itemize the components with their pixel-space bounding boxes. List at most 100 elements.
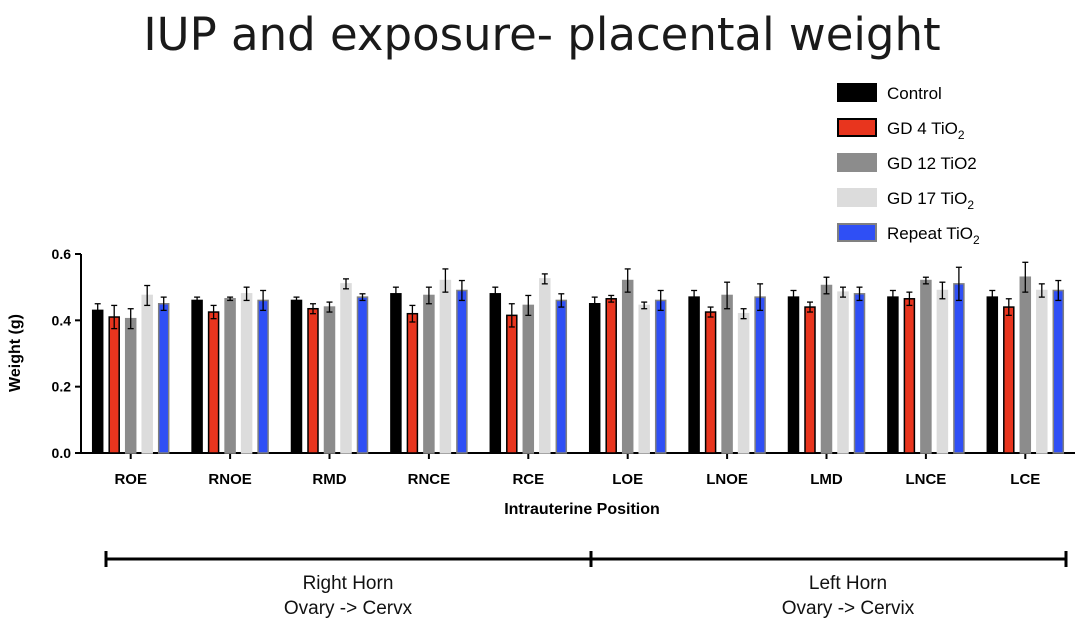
- error-bar: [260, 289, 267, 312]
- error-bar: [425, 286, 432, 305]
- bar: [390, 293, 402, 454]
- error-bar: [160, 296, 167, 312]
- legend-swatch: [837, 153, 877, 172]
- error-bar: [840, 286, 846, 298]
- legend-item: GD 4 TiO2: [837, 118, 965, 142]
- bar: [621, 279, 634, 454]
- error-bar: [740, 308, 747, 320]
- legend-label: Control: [887, 84, 942, 103]
- x-tick-label: RNCE: [408, 471, 451, 488]
- bar: [157, 303, 170, 454]
- error-bar: [724, 281, 731, 310]
- bar: [737, 312, 750, 454]
- error-bar: [94, 303, 101, 318]
- bar: [307, 307, 319, 454]
- plot-area: 0.0 0.2 0.4 0.6 ROE RNOE RMD RNCE RCE LOE LNOE LMD L…: [52, 246, 1075, 488]
- error-bar: [243, 286, 250, 302]
- bar: [1003, 306, 1015, 454]
- bar: [191, 299, 203, 454]
- error-bar: [293, 296, 300, 305]
- bar: [224, 298, 236, 454]
- error-bar: [641, 301, 648, 310]
- bar: [605, 298, 617, 454]
- error-bar: [343, 278, 349, 290]
- horn-annotation: Right Horn Ovary -> Cervx Left Horn Ovar…: [104, 551, 1068, 619]
- error-bar: [955, 266, 962, 302]
- legend-swatch: [837, 223, 877, 242]
- error-bar: [823, 276, 830, 295]
- bar: [439, 279, 452, 454]
- bar: [555, 299, 568, 454]
- legend-swatch: [837, 83, 877, 102]
- x-tick-label: LMD: [810, 471, 843, 488]
- y-tick-label: 0.6: [52, 246, 72, 262]
- chart-title: IUP and exposure- placental weight: [143, 8, 940, 61]
- error-bar: [691, 289, 698, 305]
- bar: [754, 296, 766, 454]
- bar: [953, 283, 965, 454]
- x-tick-label: LNOE: [706, 471, 748, 488]
- error-bar: [144, 284, 151, 307]
- legend-item: GD 17 TiO2: [837, 188, 974, 212]
- error-bar: [989, 289, 996, 305]
- bar: [853, 293, 866, 454]
- bar: [340, 283, 352, 454]
- bar: [887, 296, 899, 454]
- error-bar: [1005, 298, 1012, 317]
- error-bar: [442, 268, 449, 293]
- error-bar: [707, 306, 714, 318]
- error-bar: [624, 268, 631, 293]
- error-bar: [807, 301, 813, 313]
- bar: [207, 311, 220, 454]
- error-bar: [541, 273, 548, 285]
- bar: [1036, 289, 1048, 454]
- x-tick-label: RCE: [512, 471, 544, 488]
- bar: [588, 303, 601, 454]
- x-tick-label: ROE: [114, 471, 147, 488]
- error-bar: [127, 308, 134, 330]
- x-tick-label: LCE: [1010, 471, 1040, 488]
- bar: [936, 289, 949, 454]
- bar: [1052, 289, 1065, 454]
- legend-label: GD 17 TiO2: [887, 189, 974, 212]
- x-tick-label: LNCE: [905, 471, 946, 488]
- error-bar: [492, 286, 499, 302]
- bar: [91, 309, 104, 454]
- bar: [787, 296, 800, 454]
- legend-item: GD 12 TiO2: [837, 153, 977, 173]
- x-axis-label: Intrauterine Position: [504, 501, 660, 518]
- legend-item: Repeat TiO2: [837, 223, 980, 247]
- error-bar: [790, 289, 797, 305]
- error-bar: [906, 291, 913, 307]
- legend-label: GD 12 TiO2: [887, 154, 977, 173]
- error-bar: [558, 293, 565, 308]
- error-bar: [227, 296, 234, 302]
- error-bar: [757, 283, 764, 312]
- bar: [406, 312, 419, 454]
- bar: [721, 294, 733, 454]
- legend-label: GD 4 TiO2: [887, 119, 965, 142]
- legend-swatch: [837, 118, 877, 137]
- legend-swatch: [837, 188, 877, 207]
- error-bar: [591, 296, 598, 312]
- error-bar: [1038, 283, 1045, 298]
- bar: [489, 293, 502, 454]
- bar: [257, 299, 269, 454]
- error-bar: [1055, 279, 1062, 302]
- y-tick-label: 0.2: [52, 379, 72, 395]
- bar: [506, 314, 518, 454]
- bar: [323, 306, 336, 454]
- bar: [920, 279, 932, 454]
- bar: [456, 289, 468, 454]
- error-bar: [326, 301, 333, 313]
- error-bar: [525, 294, 532, 317]
- bar: [986, 296, 999, 454]
- bar: [240, 293, 253, 454]
- bar: [820, 284, 833, 454]
- bar: [1019, 276, 1032, 454]
- error-bar: [657, 289, 664, 312]
- error-bar: [939, 281, 946, 300]
- error-bar: [210, 304, 217, 320]
- error-bar: [409, 304, 416, 323]
